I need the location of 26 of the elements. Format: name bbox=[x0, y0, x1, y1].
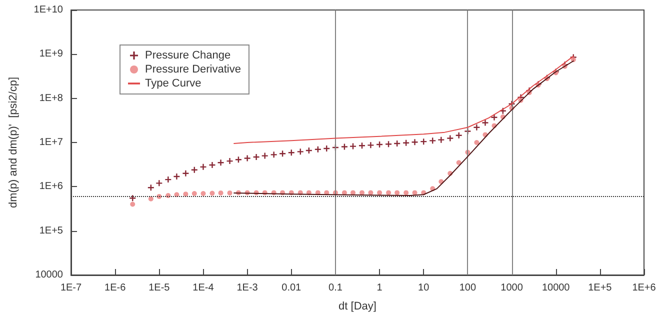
x-tick-label: 1E-3 bbox=[236, 282, 258, 294]
x-tick-label: 1E+5 bbox=[588, 282, 612, 294]
x-tick-label: 1E-5 bbox=[148, 282, 170, 294]
x-tick-label: 1E+6 bbox=[632, 282, 656, 294]
y-tick-label: 1E+8 bbox=[39, 92, 64, 104]
x-tick-label: 1E-7 bbox=[60, 282, 82, 294]
x-tick-label: 1 bbox=[376, 282, 383, 294]
x-tick-label: 10 bbox=[418, 282, 430, 294]
y-tick-label: 10000 bbox=[35, 270, 64, 280]
x-tick-label: 1E-4 bbox=[192, 282, 214, 294]
y-tick-label: 1E+5 bbox=[39, 225, 64, 236]
x-tick-label: 1000 bbox=[500, 282, 524, 294]
x-axis-title: dt [Day] bbox=[338, 300, 376, 312]
y-tick-label: 1E+6 bbox=[39, 181, 64, 192]
y-tick-label: 1E+9 bbox=[39, 48, 64, 60]
x-tick-label: 10000 bbox=[542, 282, 570, 294]
legend-label: Pressure Derivative bbox=[145, 64, 241, 76]
y-tick-label: 1E+10 bbox=[34, 4, 64, 16]
x-tick-label: 1E-6 bbox=[104, 282, 126, 294]
x-tick-label: 0.01 bbox=[282, 282, 302, 294]
y-axis-title: dm(p) and dm(p)' [psi2/cp] bbox=[8, 76, 20, 208]
legend-label: Type Curve bbox=[145, 78, 202, 90]
x-tick-label: 0.1 bbox=[328, 282, 343, 294]
y-tick-label: 1E+7 bbox=[39, 137, 64, 148]
x-tick-label: 100 bbox=[459, 282, 476, 294]
legend-label: Pressure Change bbox=[145, 50, 231, 62]
